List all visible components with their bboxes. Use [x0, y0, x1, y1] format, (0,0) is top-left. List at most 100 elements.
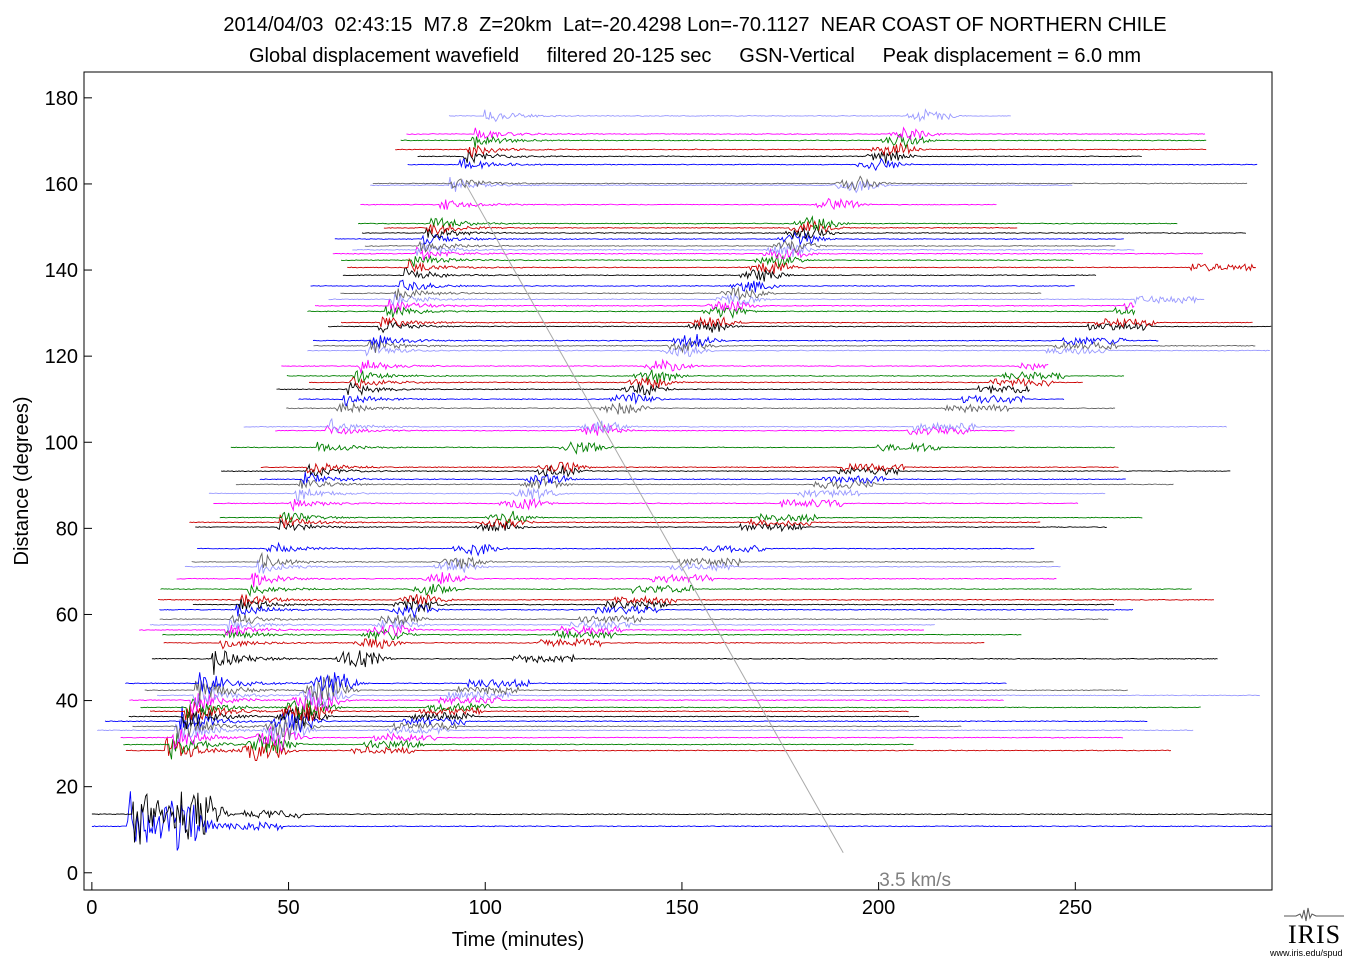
seismogram-trace: [158, 593, 1215, 607]
seismogram-trace: [230, 441, 1115, 455]
x-tick-label: 150: [665, 897, 698, 919]
y-tick-label: 140: [45, 260, 78, 282]
seismogram-trace: [327, 319, 1272, 334]
seismogram-trace: [357, 215, 1178, 231]
seismogram-trace: [235, 477, 1174, 490]
seismogram-trace: [340, 286, 1042, 302]
seismogram-trace: [128, 706, 920, 730]
seismogram-trace: [243, 417, 1227, 434]
seismogram-trace: [361, 225, 1246, 240]
seismogram-trace: [314, 298, 1135, 314]
x-tick-label: 0: [86, 897, 97, 919]
seismogram-trace: [159, 613, 1109, 626]
seismogram-trace: [364, 239, 1116, 254]
seismogram-trace: [220, 463, 1231, 478]
seismogram-trace: [144, 675, 1128, 701]
seismogram-trace: [104, 706, 1148, 733]
seismogram-trace: [286, 401, 1116, 415]
seismogram-trace: [395, 141, 1207, 159]
x-tick-label: 50: [277, 897, 299, 919]
seismogram-trace: [192, 597, 1115, 613]
y-tick-label: 80: [56, 518, 78, 540]
seismogram-trace: [208, 487, 1106, 503]
y-tick-label: 40: [56, 691, 78, 713]
seismogram-trace: [383, 219, 1018, 235]
seismogram-trace: [151, 650, 1218, 675]
seismogram-trace: [191, 551, 1054, 569]
seismogram-trace: [91, 791, 1272, 845]
seismogram-trace: [213, 497, 1079, 512]
seismogram-trace: [260, 461, 1119, 474]
seismogram-trace: [160, 583, 1192, 597]
seismogram-trace: [176, 572, 1057, 588]
seismogram-trace: [308, 376, 1083, 390]
y-tick-label: 160: [45, 174, 78, 196]
seismogram-trace: [281, 358, 1049, 374]
seismogram-trace: [340, 254, 1074, 268]
seismogram-trace: [407, 157, 1258, 172]
seismogram-logo-icon: [1284, 907, 1344, 922]
seismogram-trace: [189, 514, 1041, 530]
seismogram-trace: [132, 713, 962, 741]
seismogram-trace: [125, 672, 1007, 694]
seismogram-trace: [334, 231, 1124, 246]
seismogram-trace: [332, 246, 1203, 261]
x-tick-label: 200: [862, 897, 895, 919]
logo-wordmark: IRIS: [1288, 920, 1342, 949]
seismogram-trace: [149, 700, 909, 722]
seismogram-trace: [340, 316, 1253, 328]
seismogram-trace: [129, 689, 1004, 715]
seismogram-trace: [125, 735, 1171, 761]
seismogram-trace: [91, 791, 1272, 851]
seismogram-trace: [417, 149, 1142, 164]
reference-velocity-label: 3.5 km/s: [879, 870, 951, 891]
seismogram-trace: [313, 338, 1256, 354]
iris-logo: IRIS www.iris.edu/spud: [1270, 906, 1360, 960]
y-axis: 0 20 40 60 80 100 120 140 160 180: [45, 88, 92, 885]
seismogram-trace: [328, 292, 1205, 307]
x-tick-label: 100: [469, 897, 502, 919]
seismogram-trace: [448, 108, 1011, 123]
seismogram-trace: [307, 342, 1270, 358]
logo-url: www.iris.edu/spud: [1270, 948, 1343, 958]
seismogram-trace: [286, 369, 1125, 384]
x-axis-label: Time (minutes): [452, 929, 585, 951]
seismogram-trace: [360, 197, 997, 211]
seismogram-trace: [275, 423, 1015, 436]
reference-velocity-line: [465, 183, 844, 854]
seismogram-trace: [184, 558, 1061, 574]
seismogram-trace: [97, 718, 1194, 742]
seismogram-trace: [159, 604, 1134, 619]
traces-layer: [91, 108, 1272, 851]
y-tick-label: 180: [45, 88, 78, 110]
y-tick-label: 20: [56, 777, 78, 799]
seismogram-trace: [149, 617, 935, 632]
seismogram-trace: [352, 242, 1135, 257]
x-axis: 0 50 100 150 200 250: [86, 882, 1092, 919]
seismogram-trace: [195, 518, 1107, 533]
chart-title: 2014/04/03 02:43:15 M7.8 Z=20km Lat=-20.…: [223, 14, 1167, 36]
y-tick-label: 60: [56, 604, 78, 626]
seismogram-trace: [139, 624, 924, 637]
seismogram-trace: [276, 381, 1030, 396]
seismogram-trace: [406, 126, 1206, 141]
seismogram-trace: [347, 257, 1256, 274]
seismogram-trace: [163, 637, 985, 650]
seismogram-trace: [259, 471, 1126, 486]
seismogram-trace: [219, 510, 1143, 524]
seismogram-trace: [400, 133, 1207, 150]
seismogram-trace: [157, 685, 1260, 708]
y-axis-label: Distance (degrees): [11, 397, 33, 566]
seismogram-trace: [342, 267, 1097, 282]
plot-frame: [83, 71, 1273, 891]
seismogram-trace: [372, 175, 1248, 191]
seismogram-trace: [197, 541, 1035, 557]
seismogram-trace: [370, 177, 1073, 194]
seismogram-trace: [310, 279, 1075, 293]
chart-subtitle: Global displacement wavefield filtered 2…: [248, 45, 1142, 67]
y-tick-label: 120: [45, 346, 78, 368]
y-tick-label: 100: [45, 432, 78, 454]
seismogram-trace: [312, 334, 1159, 349]
y-tick-label: 0: [67, 863, 78, 885]
